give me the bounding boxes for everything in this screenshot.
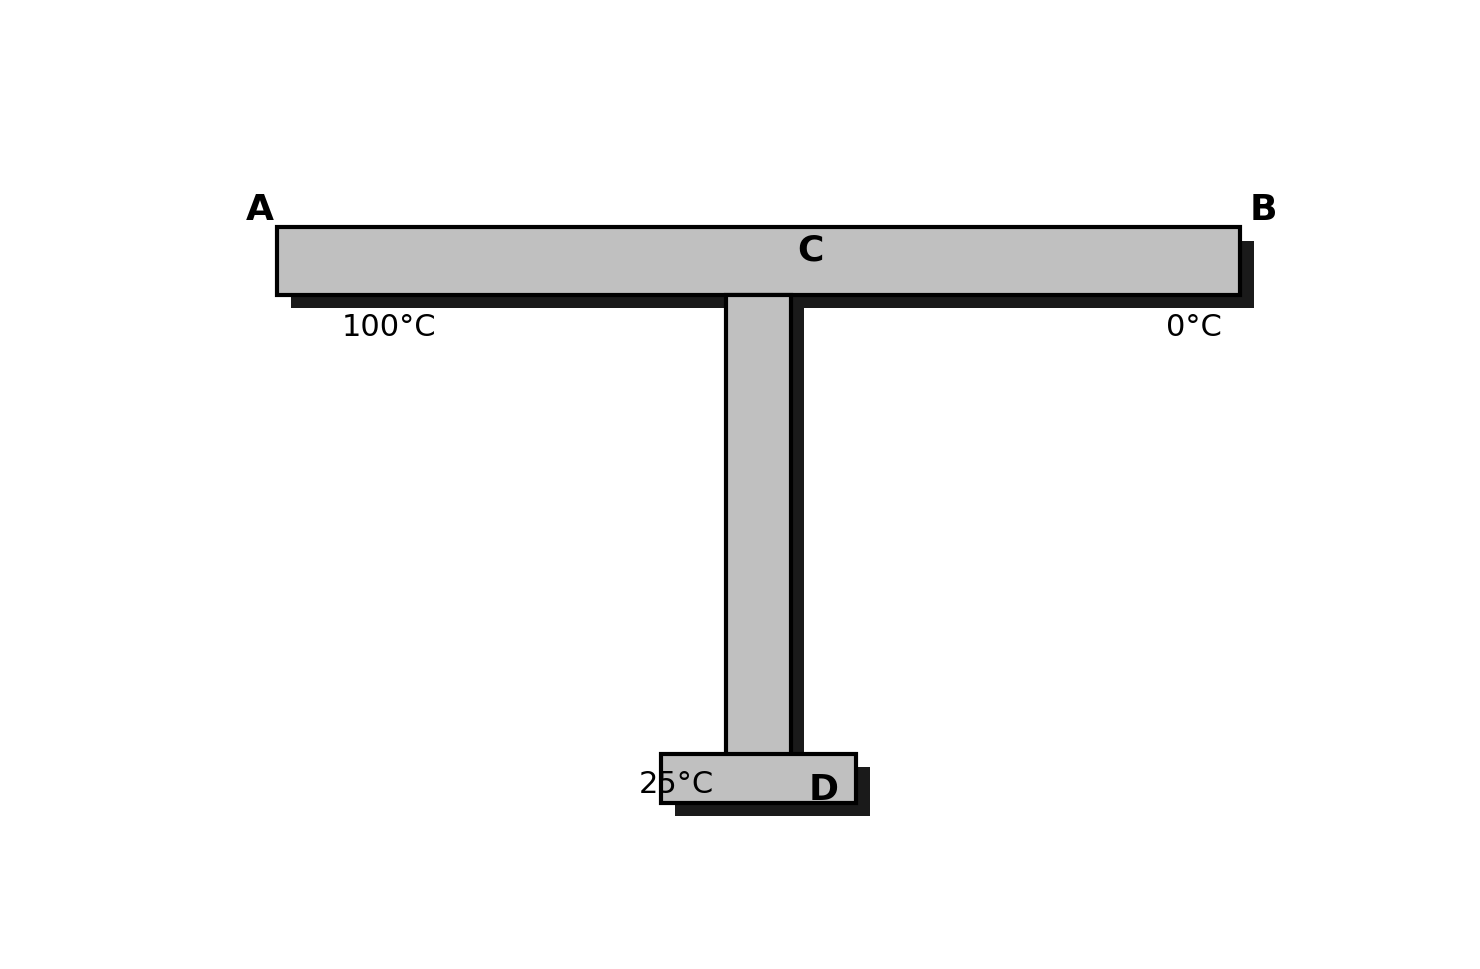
Text: 100°C: 100°C (342, 312, 437, 341)
Text: 0°C: 0°C (1166, 312, 1222, 341)
Text: A: A (246, 193, 274, 227)
Text: D: D (810, 772, 839, 806)
Text: C: C (796, 234, 823, 267)
Bar (727, 296, 790, 766)
Bar (290, 241, 1254, 309)
Text: B: B (1249, 193, 1277, 227)
Bar (662, 754, 855, 802)
Bar (675, 767, 870, 816)
Bar (277, 229, 1240, 296)
Bar (740, 309, 805, 779)
Text: 25°C: 25°C (638, 769, 713, 798)
